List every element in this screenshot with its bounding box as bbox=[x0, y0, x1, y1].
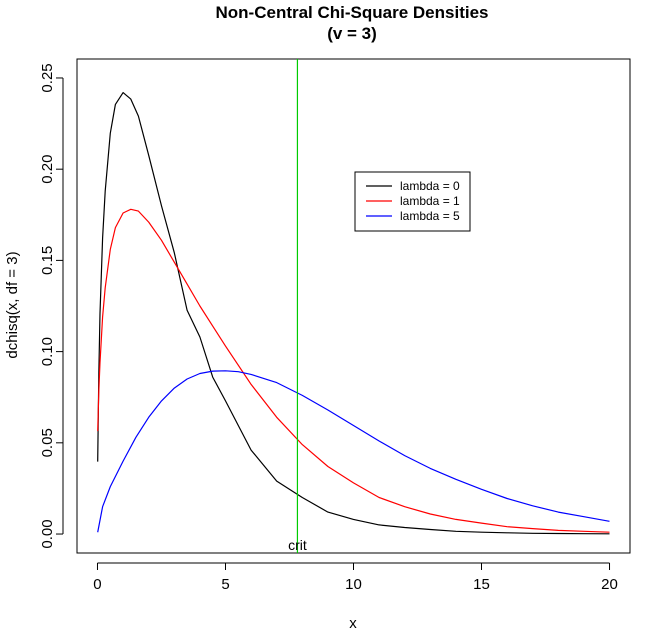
x-axis: 0 5 10 15 20 bbox=[93, 562, 618, 593]
crit-layer: crit bbox=[288, 59, 307, 553]
y-tick-label: 0.15 bbox=[39, 246, 56, 275]
y-axis-label: dchisq(x, df = 3) bbox=[4, 251, 21, 358]
x-tick-label: 5 bbox=[221, 576, 229, 593]
x-tick-label: 20 bbox=[601, 576, 618, 593]
y-tick-label: 0.05 bbox=[39, 428, 56, 457]
y-tick-label: 0.25 bbox=[39, 63, 56, 92]
x-tick-label: 0 bbox=[93, 576, 101, 593]
series-line-0 bbox=[97, 91, 610, 535]
series-line-2 bbox=[97, 370, 610, 533]
y-tick-label: 0.00 bbox=[39, 519, 56, 548]
x-axis-label: x bbox=[349, 615, 357, 632]
x-tick-label: 10 bbox=[345, 576, 362, 593]
series-layer bbox=[97, 91, 610, 535]
legend-entry-2: lambda = 5 bbox=[400, 209, 460, 223]
legend-entry-0: lambda = 0 bbox=[400, 179, 460, 193]
plot-frame bbox=[76, 58, 631, 554]
series-line-1 bbox=[97, 208, 610, 533]
y-axis: 0.00 0.05 0.10 0.15 0.20 0.25 bbox=[39, 63, 64, 549]
x-tick-label: 15 bbox=[473, 576, 490, 593]
crit-label: crit bbox=[288, 537, 307, 553]
y-tick-label: 0.10 bbox=[39, 337, 56, 366]
legend-entry-1: lambda = 1 bbox=[400, 194, 460, 208]
chart-subtitle: (v = 3) bbox=[327, 24, 377, 43]
y-tick-label: 0.20 bbox=[39, 155, 56, 184]
chart-title: Non-Central Chi-Square Densities bbox=[216, 3, 489, 22]
